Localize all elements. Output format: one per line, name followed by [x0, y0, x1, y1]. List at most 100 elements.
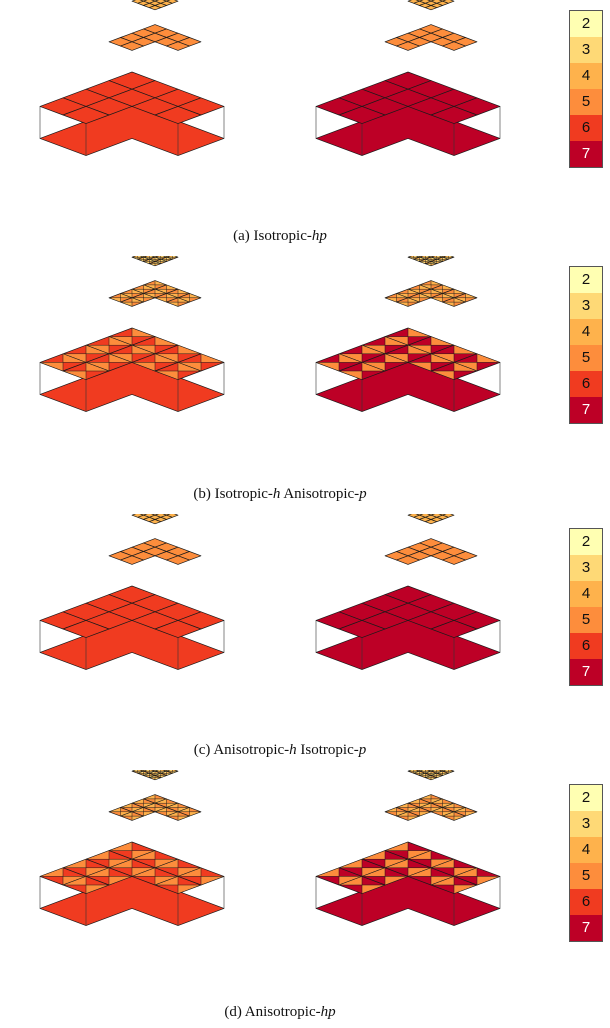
level3-cell-tri — [120, 811, 133, 817]
level2-cell-tri — [154, 261, 162, 264]
level3-cell-tri — [419, 293, 432, 299]
base-cell-tri — [131, 327, 156, 337]
base-cell-tri — [453, 867, 478, 877]
legend-level-3: 3 — [570, 293, 602, 319]
base-cell-tri — [361, 344, 386, 355]
level3-cell — [120, 555, 144, 565]
base-cell-tri — [154, 370, 179, 380]
caption-d: (d) Anisotropic-hp — [224, 1004, 336, 1020]
legend-level-2: 2 — [570, 785, 602, 811]
legend-level-5: 5 — [570, 345, 602, 371]
level2-cell-tri — [137, 256, 144, 258]
base-cell-tri — [430, 876, 455, 886]
level3-cell-tri — [143, 811, 156, 817]
base-cell-tri — [430, 370, 455, 380]
base-cell-tri — [361, 867, 386, 877]
base-cell-tri — [476, 353, 501, 363]
base-cell-tri — [108, 353, 133, 363]
level3-cell-tri — [154, 798, 167, 804]
level2-cell-tri — [436, 256, 443, 258]
level2-cell-tri — [137, 770, 144, 774]
base-cell-tri — [131, 362, 156, 372]
base-cell-tri — [384, 858, 409, 869]
mesh-right-a — [315, 0, 501, 156]
level3-cell-tri — [143, 293, 156, 299]
level3-cell-tri — [430, 288, 443, 294]
base-cell-tri — [154, 336, 179, 346]
level3-cell-tri — [131, 815, 144, 821]
level3-cell-tri — [131, 288, 144, 294]
legend-level-4: 4 — [570, 63, 602, 89]
level2-cell-tri — [149, 775, 156, 778]
base-cell — [338, 106, 386, 124]
base-cell-tri — [154, 876, 179, 886]
mesh-left-b — [39, 256, 225, 412]
level3-cell-tri — [154, 807, 167, 813]
base-cell-tri — [384, 336, 409, 346]
base-cell-tri — [315, 867, 340, 877]
base-cell-tri — [200, 353, 225, 363]
level3-cell-tri — [131, 297, 144, 303]
level3-cell-tri — [131, 798, 144, 804]
level2-cell-tri — [430, 261, 438, 264]
level2-cell-tri — [166, 256, 173, 260]
level3-cell-tri — [396, 301, 409, 307]
level2-cell-tri — [154, 256, 162, 260]
level3-cell-tri — [407, 297, 420, 303]
legend-level-7: 7 — [570, 915, 602, 941]
level2-cell-tri — [160, 775, 167, 778]
level3-cell-tri — [442, 811, 455, 817]
base-cell — [154, 106, 202, 124]
level2-cell-tri — [442, 773, 449, 776]
level3-cell-tri — [143, 794, 156, 800]
level3-cell-tri — [442, 293, 455, 299]
level3-cell-tri — [419, 794, 432, 800]
base-cell-tri — [453, 344, 478, 355]
caption-b: (b) Isotropic-h Anisotropic-p — [193, 486, 367, 502]
level3-cell-tri — [465, 293, 478, 299]
level3-cell-tri — [120, 802, 133, 808]
level3-cell-tri — [166, 811, 179, 817]
base-cell-tri — [108, 858, 133, 869]
level3-cell-tri — [384, 297, 397, 303]
level2-cell-tri — [419, 256, 426, 260]
level3-cell-tri — [453, 297, 466, 303]
level3-cell-tri — [442, 802, 455, 808]
base-cell-tri — [384, 353, 409, 363]
level2-cell-tri — [172, 770, 179, 774]
base-cell-tri — [430, 336, 455, 346]
level2-cell-tri — [154, 777, 162, 781]
level2-cell-tri — [425, 256, 432, 258]
level3-cell-tri — [396, 293, 409, 299]
level2-cell-tri — [143, 256, 150, 260]
base-cell-tri — [108, 841, 133, 851]
legend-level-4: 4 — [570, 319, 602, 345]
level2-cell — [424, 519, 438, 525]
base-cell-tri — [430, 353, 455, 363]
level3-cell-tri — [407, 815, 420, 821]
level2-cell-tri — [430, 773, 438, 776]
level2-cell-tri — [172, 256, 179, 258]
base-cell-tri — [315, 362, 340, 372]
level3-cell-tri — [419, 284, 432, 290]
base-cell-tri — [361, 362, 386, 372]
base-cell-tri — [177, 884, 202, 894]
level3-cell-tri — [430, 280, 443, 286]
base-cell-tri — [407, 850, 432, 860]
level3-cell-tri — [453, 815, 466, 821]
level3-cell-tri — [154, 280, 167, 286]
level2-cell-tri — [430, 770, 438, 772]
level2-cell-tri — [166, 770, 173, 772]
level2-cell-tri — [425, 775, 432, 778]
base-cell-tri — [338, 858, 363, 869]
level2-cell-tri — [149, 256, 156, 258]
base-cell-tri — [62, 858, 87, 869]
mesh-right-d — [315, 770, 501, 926]
base-cell-tri — [62, 370, 87, 380]
base-cell-tri — [131, 850, 156, 860]
base-cell-tri — [338, 876, 363, 886]
